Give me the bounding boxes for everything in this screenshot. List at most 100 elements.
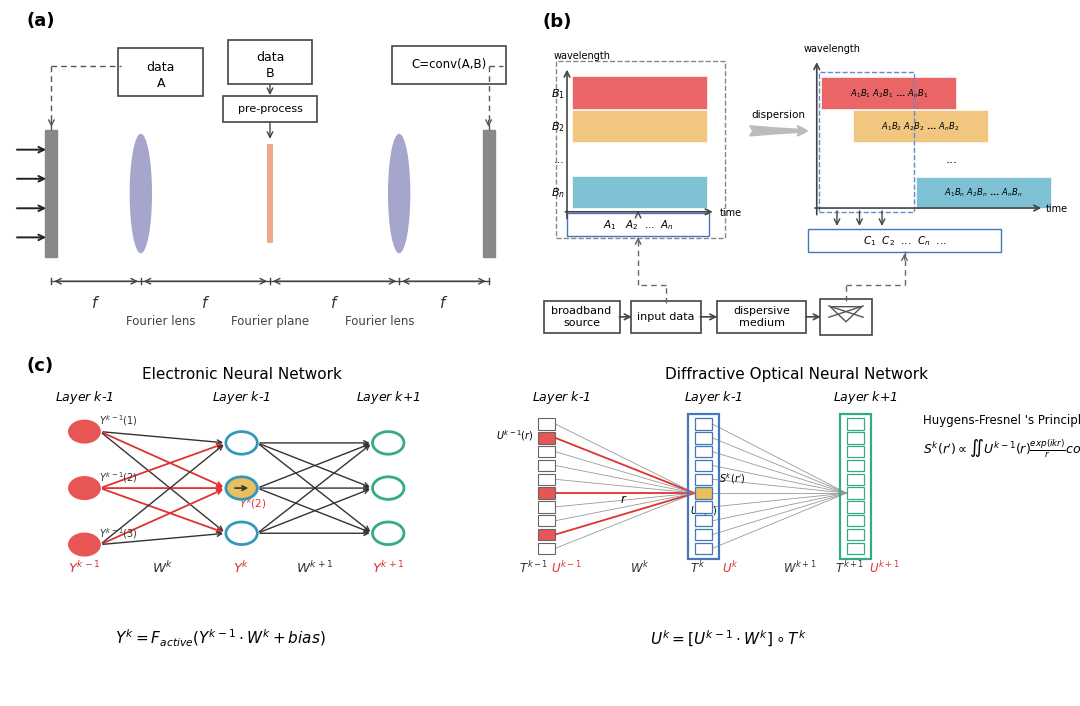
Circle shape (226, 522, 257, 544)
Text: Diffractive Optical Neural Network: Diffractive Optical Neural Network (665, 367, 929, 382)
Circle shape (226, 477, 257, 499)
Text: $Y^{k-1}$(3): $Y^{k-1}$(3) (99, 527, 138, 542)
FancyBboxPatch shape (543, 301, 620, 333)
Bar (847, 543, 864, 554)
Bar (847, 487, 864, 498)
Bar (694, 515, 713, 527)
Bar (694, 543, 713, 554)
Text: wavelength: wavelength (804, 44, 861, 54)
Circle shape (373, 522, 404, 544)
Text: data: data (147, 61, 175, 74)
Text: (b): (b) (542, 13, 571, 31)
Text: $W^k$: $W^k$ (630, 560, 649, 576)
Bar (694, 460, 713, 471)
Text: $S^k(r')$: $S^k(r')$ (719, 472, 745, 486)
Text: $f$: $f$ (329, 295, 339, 311)
Bar (538, 487, 555, 498)
Bar (694, 501, 713, 513)
Circle shape (69, 477, 100, 499)
Text: $U^{k-1}(r)$: $U^{k-1}(r)$ (496, 429, 534, 443)
Text: $T^{k-1}$: $T^{k-1}$ (518, 560, 548, 576)
Text: $r$: $r$ (620, 493, 627, 506)
Text: wavelength: wavelength (554, 52, 610, 61)
Bar (538, 501, 555, 513)
Bar (571, 109, 706, 142)
Text: Layer $k$-1: Layer $k$-1 (213, 390, 271, 407)
Text: $A_1B_2$ $A_2B_2$ ... $A_nB_2$: $A_1B_2$ $A_2B_2$ ... $A_nB_2$ (881, 121, 959, 133)
Bar (538, 432, 555, 443)
Text: $W^{k+1}$: $W^{k+1}$ (783, 560, 816, 576)
Text: $A_1$   $A_2$  ...  $A_n$: $A_1$ $A_2$ ... $A_n$ (603, 217, 674, 232)
Circle shape (69, 533, 100, 556)
Text: Layer $k$-1: Layer $k$-1 (55, 390, 113, 407)
Text: time: time (720, 208, 742, 217)
Bar (847, 432, 864, 443)
Bar (571, 176, 706, 208)
FancyBboxPatch shape (483, 130, 495, 257)
Bar (538, 446, 555, 457)
Bar (847, 460, 864, 471)
FancyBboxPatch shape (267, 144, 273, 244)
Text: $U^k = [U^{k-1} \cdot W^k] \circ T^k$: $U^k = [U^{k-1} \cdot W^k] \circ T^k$ (650, 628, 807, 649)
Bar (694, 419, 713, 430)
Text: $f$: $f$ (440, 295, 448, 311)
Text: A: A (157, 78, 165, 90)
Bar (694, 487, 713, 498)
Bar (847, 501, 864, 513)
Text: $Y^{k-1}$(2): $Y^{k-1}$(2) (99, 470, 138, 485)
Bar (538, 543, 555, 554)
Text: Layer $k$+1: Layer $k$+1 (833, 390, 897, 407)
Text: broadband
source: broadband source (552, 306, 611, 328)
Text: Layer $k$+1: Layer $k$+1 (356, 390, 420, 407)
Text: $f$: $f$ (92, 295, 100, 311)
FancyBboxPatch shape (808, 229, 1001, 253)
Text: $Y^{k-1}$: $Y^{k-1}$ (68, 560, 100, 576)
Text: $Y^{k-1}$(1): $Y^{k-1}$(1) (99, 414, 138, 429)
FancyBboxPatch shape (392, 46, 507, 84)
Text: pre-process: pre-process (238, 104, 302, 114)
Text: Electronic Neural Network: Electronic Neural Network (141, 367, 341, 382)
Text: (c): (c) (27, 357, 54, 376)
FancyBboxPatch shape (222, 96, 318, 121)
Text: $W^k$: $W^k$ (152, 560, 174, 576)
Text: $T^k$: $T^k$ (690, 560, 705, 576)
Text: $T^{k+1}$: $T^{k+1}$ (835, 560, 864, 576)
Bar (694, 474, 713, 485)
FancyBboxPatch shape (45, 130, 57, 257)
Text: $Y^k = F_{active}(Y^{k-1} \cdot W^k + bias)$: $Y^k = F_{active}(Y^{k-1} \cdot W^k + bi… (116, 628, 326, 650)
Text: $S^k(r') \propto \iint U^{k-1}(r)\frac{exp(ikr)}{r}cos\theta \cdot ds$: $S^k(r') \propto \iint U^{k-1}(r)\frac{e… (922, 438, 1080, 460)
Bar (847, 529, 864, 540)
Circle shape (69, 420, 100, 443)
Bar (694, 529, 713, 540)
Ellipse shape (388, 133, 410, 253)
Bar (847, 446, 864, 457)
Text: $U^{k-1}$: $U^{k-1}$ (551, 560, 582, 576)
Bar (538, 474, 555, 485)
Bar (853, 110, 988, 142)
Circle shape (373, 477, 404, 499)
Text: time: time (1047, 204, 1068, 214)
Text: Huygens-Fresnel 's Principle:: Huygens-Fresnel 's Principle: (922, 414, 1080, 427)
Text: $Y^k$(2): $Y^k$(2) (239, 496, 267, 511)
Bar (571, 76, 706, 109)
Text: $U^k(r')$: $U^k(r')$ (690, 503, 717, 518)
Text: dispersive
medium: dispersive medium (733, 306, 791, 328)
FancyBboxPatch shape (632, 301, 701, 333)
Text: $U^k$: $U^k$ (721, 560, 738, 576)
FancyBboxPatch shape (119, 48, 203, 96)
Text: Fourier plane: Fourier plane (231, 315, 309, 328)
FancyBboxPatch shape (717, 301, 807, 333)
Text: Fourier lens: Fourier lens (126, 315, 195, 328)
Text: $A_1B_n$ $A_2B_n$ ... $A_nB_n$: $A_1B_n$ $A_2B_n$ ... $A_nB_n$ (944, 187, 1023, 199)
Text: B: B (266, 67, 274, 80)
FancyBboxPatch shape (228, 40, 312, 84)
Bar (694, 432, 713, 443)
Bar (847, 419, 864, 430)
Bar (916, 176, 1051, 208)
Circle shape (373, 431, 404, 454)
Text: input data: input data (637, 312, 694, 322)
Text: $A_1B_1$ $A_2B_1$ ... $A_nB_1$: $A_1B_1$ $A_2B_1$ ... $A_nB_1$ (850, 88, 928, 100)
Text: ...: ... (946, 153, 958, 167)
FancyBboxPatch shape (567, 213, 708, 237)
Text: Fourier lens: Fourier lens (345, 315, 414, 328)
